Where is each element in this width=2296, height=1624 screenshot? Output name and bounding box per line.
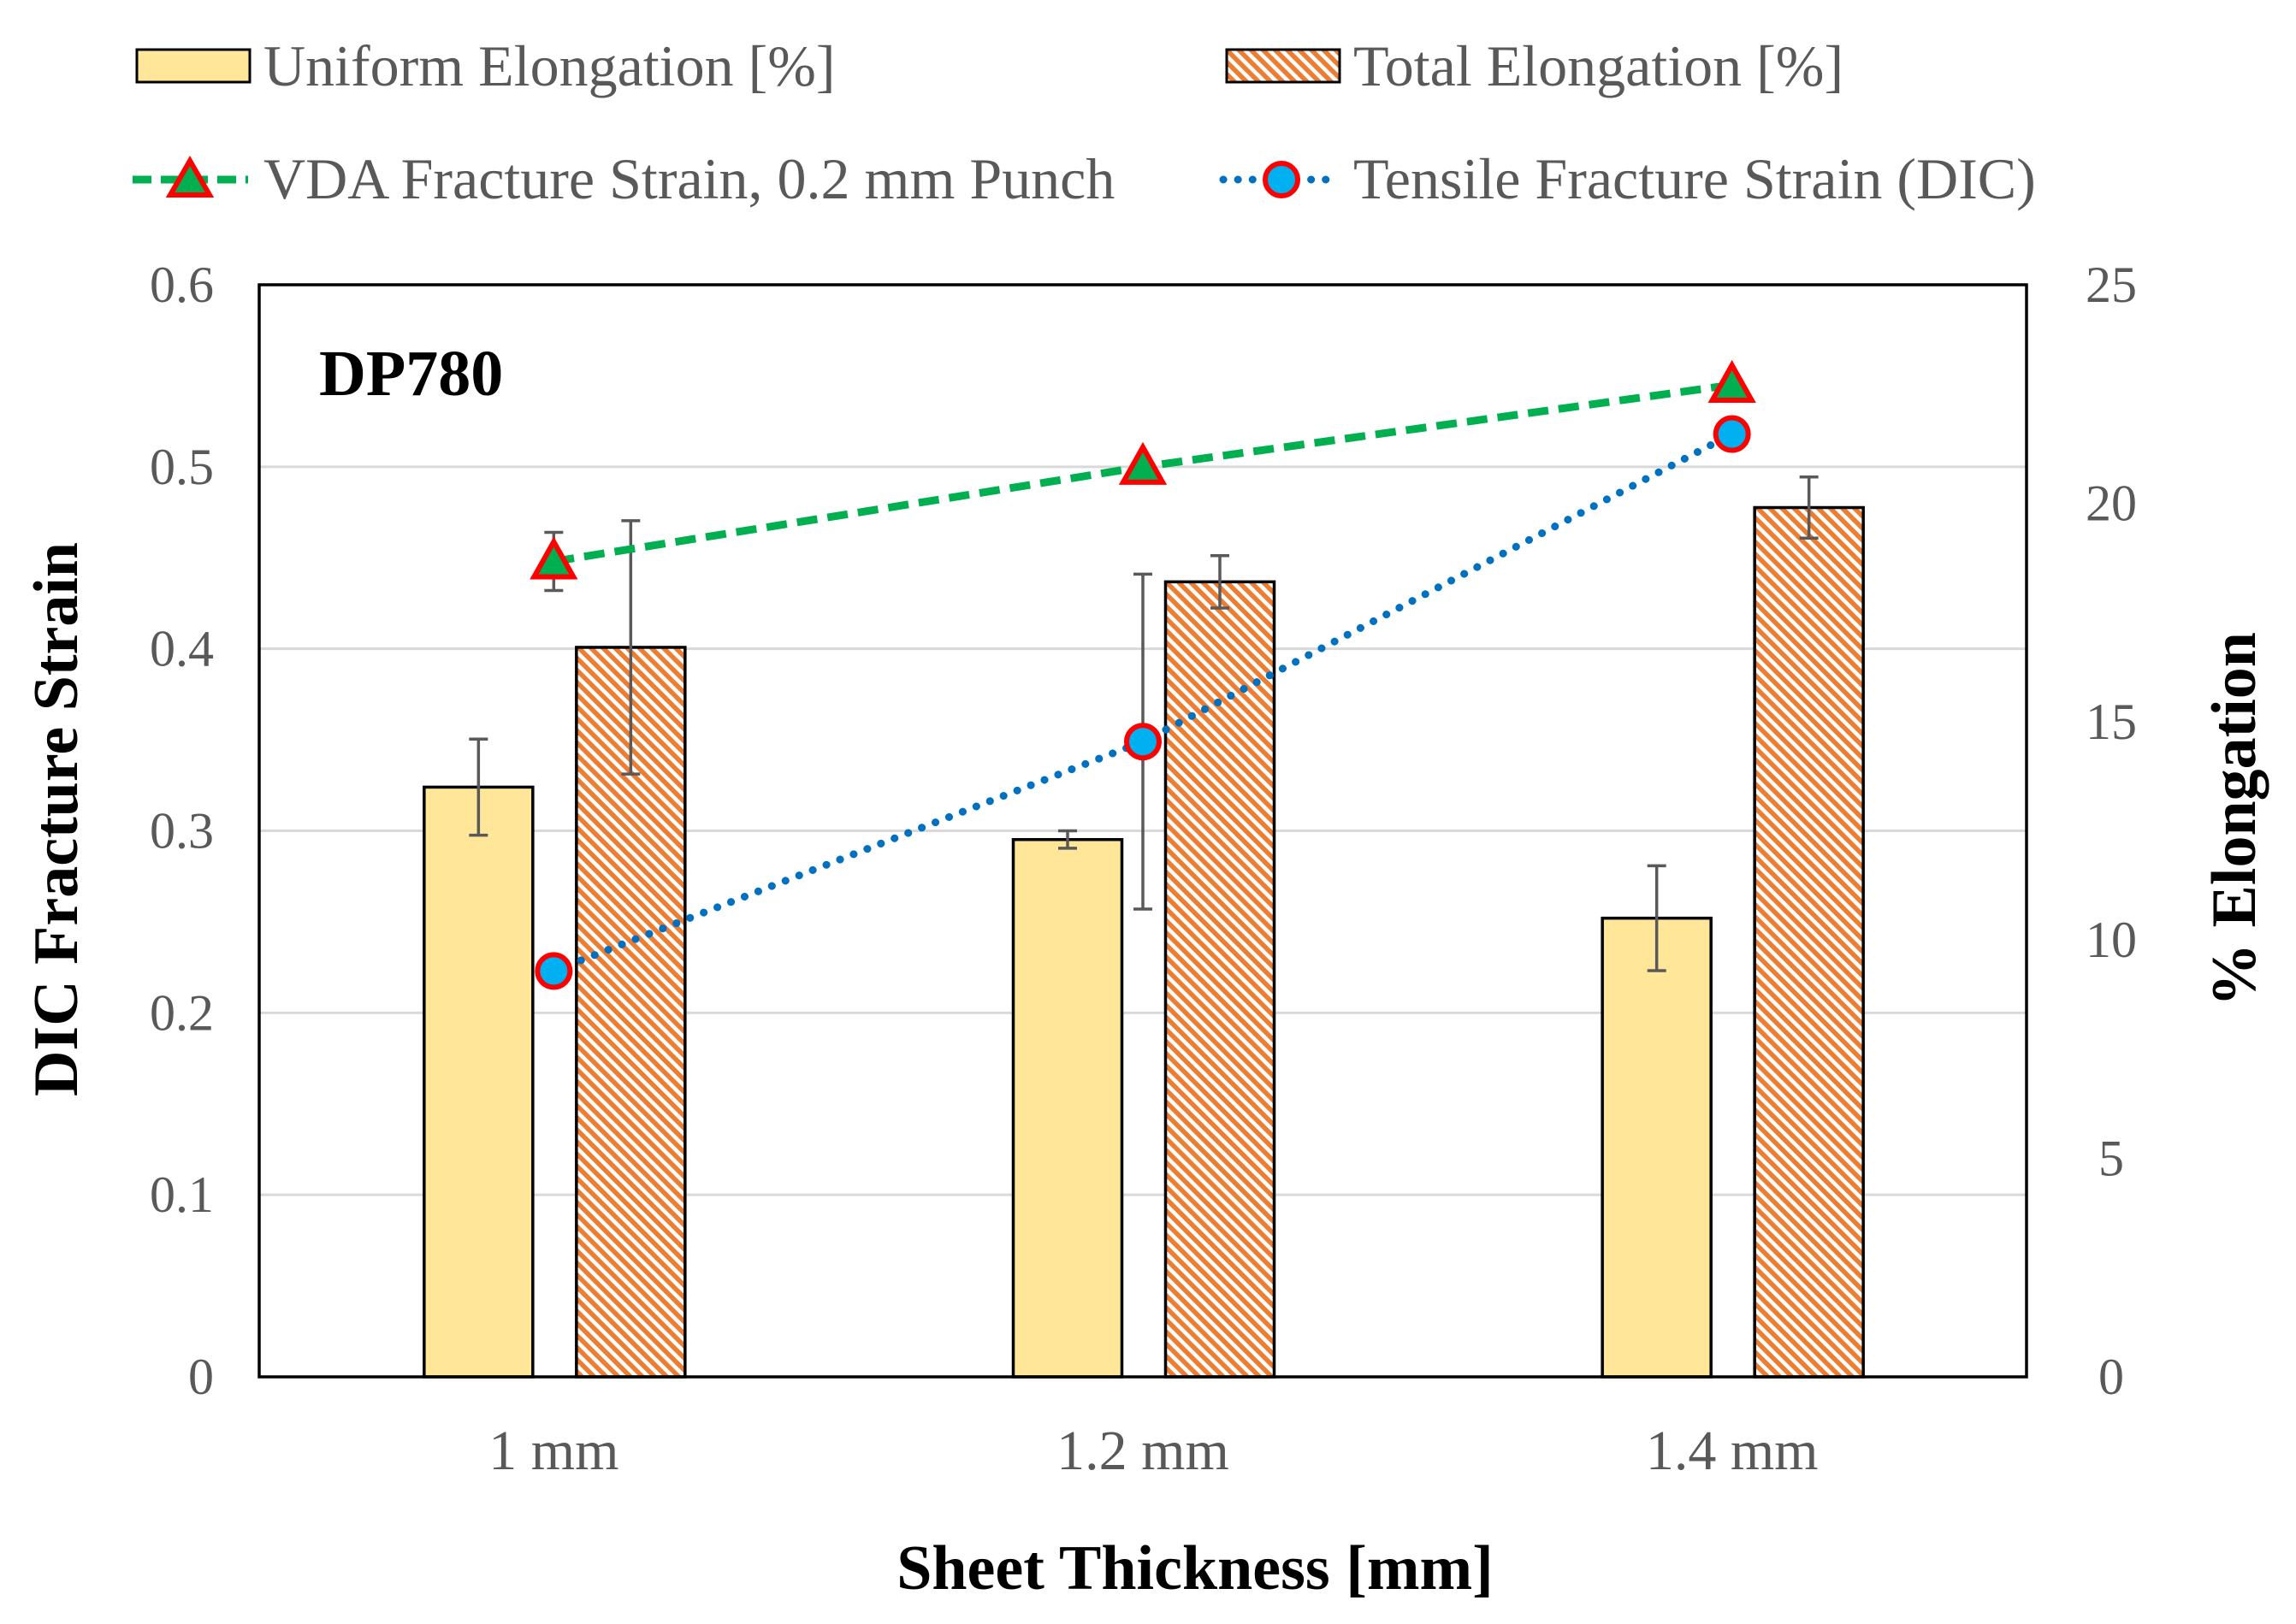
uniform-bar: [1601, 916, 1713, 1379]
legend-tensile-label: Tensile Fracture Strain (DIC): [1353, 146, 2036, 211]
y-tick-label: 0.4: [150, 621, 214, 677]
legend: Uniform Elongation [%] Total Elongation …: [133, 33, 2036, 211]
material-label: DP780: [319, 338, 503, 410]
total-bar: [1753, 505, 1865, 1379]
y-tick-label: 0.6: [150, 257, 214, 313]
bars: [423, 475, 1865, 1379]
y2-axis-ticks: 0 5 10 15 20 25: [2086, 257, 2137, 1405]
y-axis-title: DIC Fracture Strain: [21, 542, 92, 1096]
y2-tick-label: 10: [2086, 912, 2137, 968]
y-tick-label: 0.3: [150, 803, 214, 859]
y2-tick-label: 20: [2086, 475, 2137, 531]
y-tick-label: 0.5: [150, 439, 214, 495]
lines: [530, 359, 1756, 990]
legend-uniform-label: Uniform Elongation [%]: [263, 33, 836, 98]
x-tick-label: 1.2 mm: [1056, 1420, 1229, 1482]
tensile-marker: [1713, 415, 1751, 453]
legend-total-swatch: [1225, 48, 1341, 84]
legend-vda-marker: [165, 155, 215, 198]
vda-marker: [530, 536, 578, 580]
y2-tick-label: 0: [2098, 1349, 2124, 1405]
vda-marker: [1118, 441, 1168, 485]
total-bar: [575, 646, 687, 1379]
x-tick-label: 1.4 mm: [1646, 1420, 1819, 1482]
y2-tick-label: 5: [2098, 1131, 2124, 1187]
x-tick-label: 1 mm: [488, 1420, 618, 1482]
y-axis-ticks: 0 0.1 0.2 0.3 0.4 0.5 0.6: [150, 257, 214, 1405]
y-tick-label: 0.2: [150, 984, 214, 1041]
uniform-bar: [1011, 837, 1124, 1379]
total-bar: [1163, 580, 1276, 1379]
x-axis-title: Sheet Thickness [mm]: [897, 1533, 1494, 1603]
y-tick-label: 0: [188, 1349, 214, 1405]
y2-tick-label: 15: [2086, 694, 2137, 750]
legend-vda-label: VDA Fracture Strain, 0.2 mm Punch: [263, 146, 1115, 211]
legend-uniform-swatch: [135, 48, 251, 84]
tensile-marker: [1124, 723, 1162, 761]
legend-total-label: Total Elongation [%]: [1353, 33, 1843, 98]
legend-tensile-marker: [1263, 161, 1300, 198]
y2-tick-label: 25: [2086, 257, 2137, 313]
x-axis-ticks: 1 mm 1.2 mm 1.4 mm: [488, 1420, 1818, 1482]
uniform-bar: [423, 785, 535, 1379]
y-tick-label: 0.1: [150, 1166, 214, 1223]
tensile-marker: [535, 952, 573, 990]
y2-axis-title: % Elongation: [2199, 632, 2269, 1007]
vda-marker: [1707, 359, 1756, 404]
plot-frame: [257, 283, 2028, 1379]
